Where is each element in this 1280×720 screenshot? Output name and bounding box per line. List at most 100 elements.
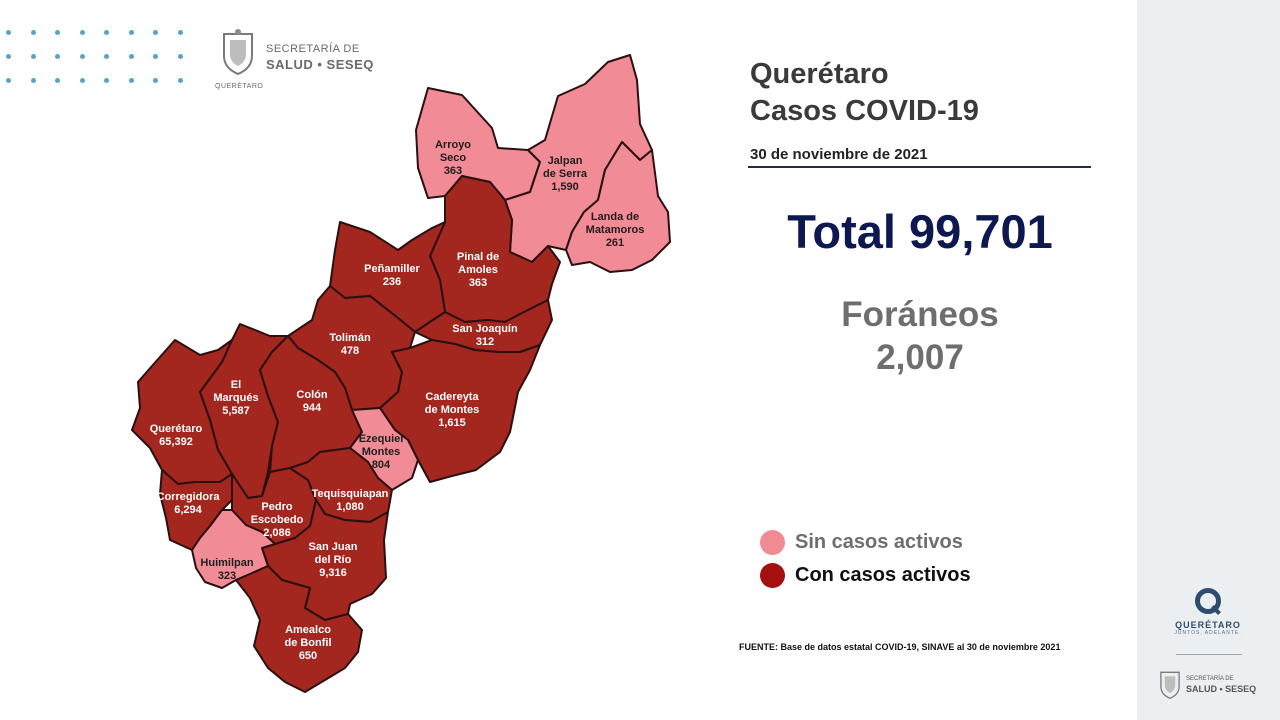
logo-small-text: QUERÉTARO <box>215 83 264 90</box>
legend-item-inactive: Sin casos activos <box>760 526 971 559</box>
report-date: 30 de noviembre de 2021 <box>750 146 928 163</box>
map-label-name2: del Río <box>315 554 352 566</box>
queretaro-brand-logo: QUERÉTARO JUNTOS, ADELANTE. <box>1168 588 1248 636</box>
decorative-dot <box>177 30 183 35</box>
map-region-huimilpan <box>191 509 276 589</box>
map-label-name2: Marqués <box>213 392 258 404</box>
decorative-dot <box>104 30 109 35</box>
map-label-name2: Seco <box>440 152 467 164</box>
decorative-dot <box>55 78 60 83</box>
map-label-cases: 323 <box>218 570 236 582</box>
map-label-cases: 1,615 <box>438 417 466 429</box>
map-region-amealco <box>235 565 363 693</box>
decorative-dot <box>153 78 158 83</box>
map-label-name2: de Serra <box>543 168 588 180</box>
decorative-dot <box>6 78 11 83</box>
decorative-dot <box>55 30 60 35</box>
map-label-cases: 9,316 <box>319 567 347 579</box>
map-label-cases: 804 <box>372 459 391 471</box>
map-label-cases: 236 <box>383 276 401 288</box>
map-label-name1: Tequisquiapan <box>312 488 389 500</box>
map-label-name2: de Montes <box>425 404 479 416</box>
map-label-cases: 65,392 <box>159 436 193 448</box>
decorative-dot <box>79 30 85 35</box>
foraneos-value: 2,007 <box>876 338 964 377</box>
decorative-dot <box>128 78 134 83</box>
title-line1: Querétaro <box>750 58 889 90</box>
map-label-name1: Pedro <box>261 501 292 513</box>
map-label-name1: Peñamiller <box>364 263 420 275</box>
total-cases: Total 99,701 <box>787 205 1053 258</box>
map-label-cases: 5,587 <box>222 405 250 417</box>
map-label-name1: Amealco <box>285 624 331 636</box>
map-label-name2: Matamoros <box>586 224 645 236</box>
map-label-cases: 261 <box>606 237 624 249</box>
q-logo-icon <box>1195 588 1221 614</box>
map-region-cadereyta <box>379 339 541 483</box>
map-label-name1: San Juan <box>309 541 358 553</box>
map-label-name1: Cadereyta <box>425 391 479 403</box>
map-label-name1: Arroyo <box>435 139 471 151</box>
map-label-name1: Colón <box>296 389 327 401</box>
decorative-dot <box>177 54 183 59</box>
map-label-name1: Pinal de <box>457 251 499 263</box>
map-label-name1: Huimilpan <box>200 557 253 569</box>
decorative-dot <box>177 78 183 83</box>
map-label-cases: 1,080 <box>336 501 364 513</box>
decorative-dot <box>30 78 36 83</box>
brand-slogan: JUNTOS, ADELANTE. <box>1174 630 1242 636</box>
decorative-dot <box>79 78 85 83</box>
decorative-dot <box>55 54 60 59</box>
map-label-cases: 944 <box>303 402 322 414</box>
map-label-cases: 363 <box>444 165 462 177</box>
decorative-dot <box>128 54 134 59</box>
decorative-dot <box>79 54 85 59</box>
small-logo-line1: SECRETARÍA DE <box>1186 676 1234 682</box>
brand-name: QUERÉTARO <box>1175 620 1241 630</box>
map-label-name1: El <box>231 379 241 391</box>
map-region-landa <box>565 141 671 273</box>
page-title: Querétaro Casos COVID-19 <box>750 56 979 130</box>
map-label-name2: de Bonfil <box>284 637 331 649</box>
legend-swatch-active <box>760 563 785 588</box>
legend-label-inactive: Sin casos activos <box>795 531 963 553</box>
decorative-dot <box>6 54 11 59</box>
map-legend: Sin casos activos Con casos activos <box>760 526 971 592</box>
decorative-dot <box>104 78 109 83</box>
map-label-cases: 478 <box>341 345 359 357</box>
map-label-name2: Escobedo <box>251 514 304 526</box>
map-label-name1: Ezequiel <box>359 433 404 445</box>
map-label-name1: Jalpan <box>548 155 583 167</box>
legend-swatch-inactive <box>760 530 785 555</box>
map-label-name1: Tolimán <box>329 332 371 344</box>
seseq-logo-small: SECRETARÍA DE SALUD • SESEQ <box>1157 668 1277 708</box>
title-divider <box>748 166 1091 168</box>
map-label-cases: 650 <box>299 650 317 662</box>
foraneos-block: Foráneos 2,007 <box>800 293 1040 379</box>
title-line2: Casos COVID-19 <box>750 95 979 127</box>
sidebar-divider <box>1176 654 1242 655</box>
decorative-dot <box>30 54 36 59</box>
map-label-name2: Montes <box>362 446 401 458</box>
logo-line1: SECRETARÍA DE <box>266 43 360 55</box>
coat-of-arms-small-icon <box>1160 671 1180 700</box>
decorative-dot <box>30 30 36 35</box>
decorative-dot <box>153 54 158 59</box>
legend-label-active: Con casos activos <box>795 564 971 586</box>
logo-line2: SALUD • SESEQ <box>266 57 374 72</box>
map-label-cases: 363 <box>469 277 487 289</box>
decorative-dot <box>6 30 11 35</box>
map-label-name1: Querétaro <box>150 423 203 435</box>
decorative-dot <box>128 30 134 35</box>
source-note: FUENTE: Base de datos estatal COVID-19, … <box>739 642 1061 652</box>
decorative-dot <box>104 54 109 59</box>
map-label-cases: 1,590 <box>551 181 579 193</box>
map-label-cases: 312 <box>476 336 494 348</box>
map-label-name1: San Joaquín <box>452 323 518 335</box>
map-label-cases: 2,086 <box>263 527 291 539</box>
coat-of-arms-icon <box>223 29 253 76</box>
foraneos-label: Foráneos <box>841 295 999 334</box>
map-label-name2: Amoles <box>458 264 498 276</box>
map-label-name1: Landa de <box>591 211 639 223</box>
